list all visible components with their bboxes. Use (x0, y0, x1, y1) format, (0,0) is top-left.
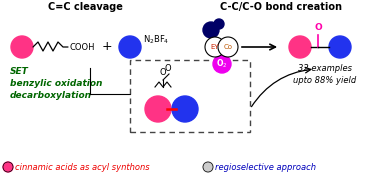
Circle shape (329, 36, 351, 58)
Circle shape (213, 55, 231, 73)
Text: O: O (160, 68, 166, 77)
Text: N$_2$BF$_4$: N$_2$BF$_4$ (143, 34, 169, 46)
Circle shape (145, 96, 171, 122)
Bar (130, 60, 250, 132)
Circle shape (218, 37, 238, 57)
Circle shape (11, 36, 33, 58)
Text: +: + (102, 41, 112, 53)
Text: Co: Co (223, 44, 232, 50)
Circle shape (119, 36, 141, 58)
Text: cinnamic acids as acyl synthons: cinnamic acids as acyl synthons (15, 162, 150, 172)
Circle shape (203, 22, 219, 38)
Circle shape (289, 36, 311, 58)
Circle shape (172, 96, 198, 122)
Text: C=C cleavage: C=C cleavage (48, 2, 123, 12)
Text: EY: EY (211, 44, 219, 50)
Text: O: O (164, 64, 171, 73)
Text: 32 examples
upto 88% yield: 32 examples upto 88% yield (293, 64, 356, 85)
Text: regioselective approach: regioselective approach (215, 162, 316, 172)
Circle shape (205, 37, 225, 57)
Circle shape (203, 162, 213, 172)
Circle shape (3, 162, 13, 172)
Text: SET
benzylic oxidation
decarboxylation: SET benzylic oxidation decarboxylation (10, 67, 102, 100)
Text: O: O (314, 23, 322, 32)
Text: COOH: COOH (70, 42, 96, 52)
Text: C-C/C-O bond creation: C-C/C-O bond creation (220, 2, 342, 12)
Circle shape (214, 19, 224, 29)
Text: O$_2$: O$_2$ (216, 58, 228, 70)
